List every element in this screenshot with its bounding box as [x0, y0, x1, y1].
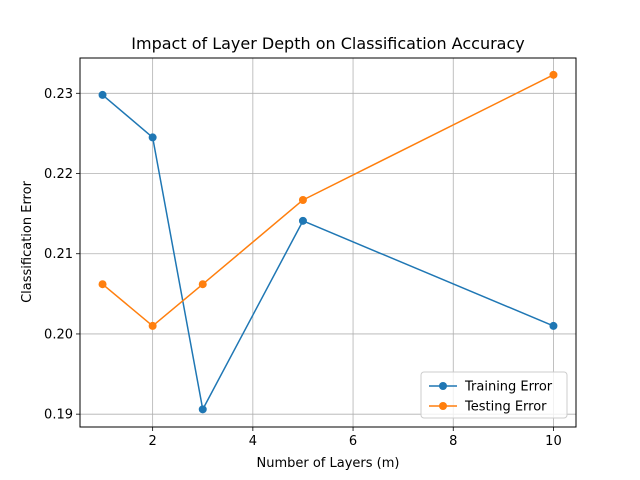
data-point: [148, 321, 157, 330]
x-tick-label: 8: [449, 434, 457, 449]
data-point: [549, 321, 558, 330]
data-point: [198, 280, 207, 289]
data-point: [198, 405, 207, 414]
legend-label-1: Testing Error: [464, 400, 547, 415]
data-point: [298, 195, 307, 204]
legend: Training Error Testing Error: [420, 371, 568, 419]
legend-label-0: Training Error: [464, 380, 553, 395]
series-line-0: [102, 94, 554, 411]
legend-marker-0: [439, 382, 447, 390]
legend-box: [420, 371, 568, 419]
grid: [80, 58, 576, 427]
x-tick-label: 10: [545, 434, 562, 449]
x-tick-label: 6: [349, 434, 357, 449]
data-point: [549, 70, 558, 79]
y-tick-label: 0.19: [44, 408, 73, 423]
data-point: [298, 216, 307, 225]
y-tick-label: 0.20: [44, 327, 73, 342]
legend-marker-1: [439, 402, 447, 410]
data-point: [148, 133, 157, 142]
y-tick-label: 0.22: [44, 167, 73, 182]
x-axis-label: Number of Layers (m): [257, 456, 400, 471]
x-tick-label: 4: [249, 434, 257, 449]
y-tick-label: 0.23: [44, 87, 73, 102]
data-point: [98, 90, 107, 99]
chart-title: Impact of Layer Depth on Classification …: [131, 34, 524, 53]
plot-frame: [79, 57, 577, 428]
data-point: [98, 280, 107, 289]
series-layer: [98, 70, 558, 414]
y-axis-label: Classification Error: [20, 180, 35, 302]
y-tick-label: 0.21: [44, 247, 73, 262]
x-tick-label: 2: [149, 434, 157, 449]
ticks: 2 4 6 8 10 0.19 0.20 0.21 0.22 0.23: [44, 87, 562, 449]
series-line-1: [102, 74, 554, 327]
